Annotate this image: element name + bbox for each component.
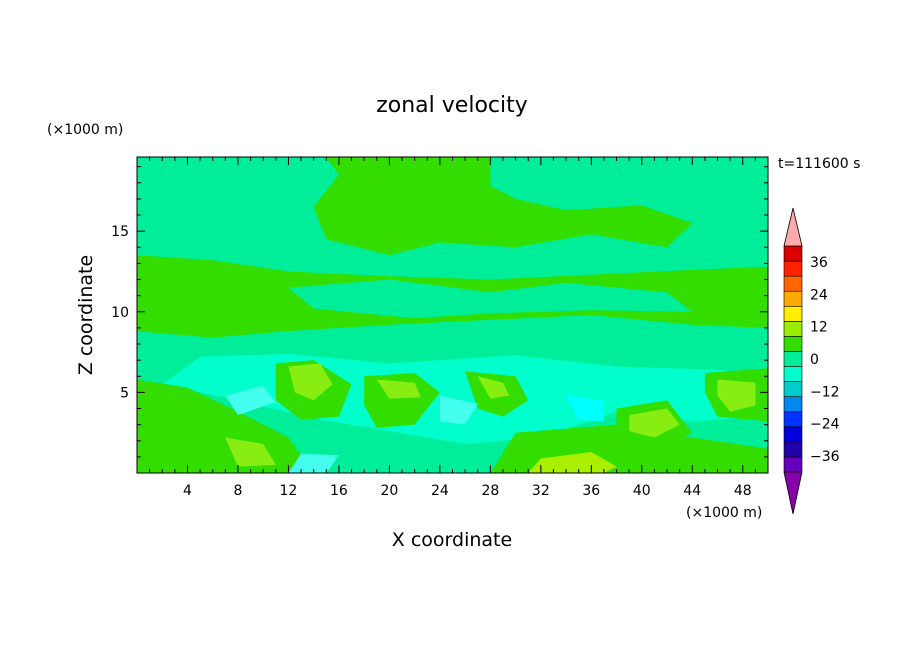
field-region-20 xyxy=(439,395,478,425)
field-region-13 xyxy=(376,379,421,399)
colorbar-extend-low xyxy=(783,471,803,515)
colorbar: 36 24 12 0 −12 −24 −36 xyxy=(783,207,840,515)
x-unit-label: (×1000 m) xyxy=(686,505,762,521)
colorbar-segment xyxy=(783,456,803,473)
x-tick-label: 36 xyxy=(582,483,600,499)
x-tick-label: 4 xyxy=(183,483,192,499)
colorbar-tick-label: −12 xyxy=(810,384,840,400)
y-tick-label: 10 xyxy=(111,305,129,321)
x-axis-label: X coordinate xyxy=(392,529,512,551)
colorbar-segment xyxy=(783,321,803,337)
colorbar-segment xyxy=(783,426,803,443)
x-tick-label: 24 xyxy=(431,483,449,499)
x-tick-label: 44 xyxy=(683,483,701,499)
heatmap-field xyxy=(137,157,768,473)
x-tick-label: 48 xyxy=(734,483,752,499)
colorbar-tick-label: −36 xyxy=(810,449,840,465)
colorbar-segment xyxy=(783,336,803,352)
colorbar-tick-label: 24 xyxy=(810,287,828,303)
colorbar-segment xyxy=(783,366,803,382)
field-region-19 xyxy=(566,395,604,422)
colorbar-segment xyxy=(783,290,803,307)
colorbar-tick-label: −24 xyxy=(810,417,840,433)
field-region-2 xyxy=(288,279,693,319)
x-tick-label: 20 xyxy=(380,483,398,499)
x-tick-label: 28 xyxy=(481,483,499,499)
colorbar-segment xyxy=(783,245,803,262)
colorbar-segment xyxy=(783,411,803,428)
x-tick-label: 12 xyxy=(280,483,298,499)
colorbar-tick-label: 0 xyxy=(810,352,819,368)
field-region-21 xyxy=(225,385,276,415)
colorbar-segment xyxy=(783,260,803,277)
field-region-16 xyxy=(717,379,756,412)
colorbar-segment xyxy=(783,351,803,367)
x-tick-label: 40 xyxy=(633,483,651,499)
chart-title: zonal velocity xyxy=(376,93,528,118)
y-axis-label: Z coordinate xyxy=(75,255,97,375)
field-region-17 xyxy=(225,437,276,467)
field-region-14 xyxy=(477,376,510,399)
colorbar-segment xyxy=(783,305,803,322)
colorbar-segment xyxy=(783,441,803,458)
y-tick-label: 15 xyxy=(111,224,129,240)
y-tick-label: 5 xyxy=(120,385,129,401)
field-region-15 xyxy=(629,408,680,438)
field-region-1 xyxy=(313,157,693,256)
x-tick-label: 8 xyxy=(233,483,242,499)
y-unit-label: (×1000 m) xyxy=(47,122,123,138)
colorbar-extend-high xyxy=(783,207,803,247)
field-region-22 xyxy=(288,453,339,473)
colorbar-segment xyxy=(783,275,803,292)
time-label: t=111600 s xyxy=(778,156,860,172)
colorbar-segment xyxy=(783,381,803,397)
colorbar-tick-label: 36 xyxy=(810,255,828,271)
y-axis-ticks: 5 10 15 xyxy=(111,166,768,458)
colorbar-segment xyxy=(783,396,803,413)
x-tick-label: 16 xyxy=(330,483,348,499)
field-region-12 xyxy=(288,363,333,401)
colorbar-tick-label: 12 xyxy=(810,320,828,336)
x-tick-label: 32 xyxy=(532,483,550,499)
field-region-18 xyxy=(528,452,617,473)
x-axis-ticks: 4 8 12 16 20 24 28 32 36 40 44 48 xyxy=(149,157,756,499)
